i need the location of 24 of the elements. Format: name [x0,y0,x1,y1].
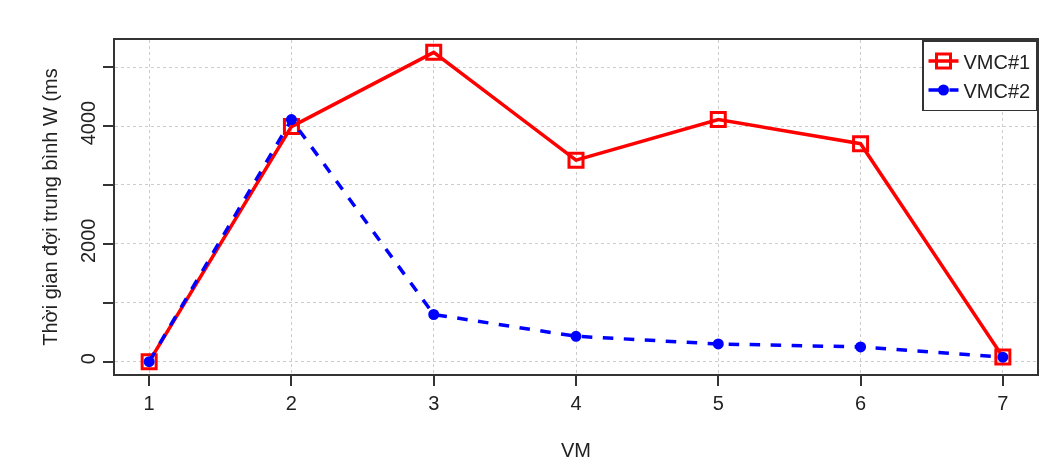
point [709,111,727,129]
y-tick-label: 4000 [77,100,100,146]
x-tick-label: 7 [997,391,1009,414]
x-tick-label: 4 [570,391,582,414]
point [567,151,585,169]
x-tick-label: 5 [712,391,724,414]
legend-label: VMC#1 [963,50,1031,73]
x-tick-label: 1 [143,391,155,414]
legend-label: VMC#2 [963,79,1031,102]
point [428,309,440,320]
y-tick-label: 0 [77,353,100,365]
point [285,114,297,126]
x-tick-label: 6 [855,391,867,414]
point [852,135,870,153]
x-tick-label: 3 [428,391,440,414]
point [855,341,867,353]
point [712,338,724,350]
x-tick-label: 2 [285,391,297,414]
point [570,330,582,342]
point [425,43,443,61]
y-axis-title: Thời gian đợi trung bình W (ms [39,68,62,346]
x-axis-title: VM [561,438,591,461]
point [282,118,300,136]
y-tick-label: 2000 [77,218,100,264]
